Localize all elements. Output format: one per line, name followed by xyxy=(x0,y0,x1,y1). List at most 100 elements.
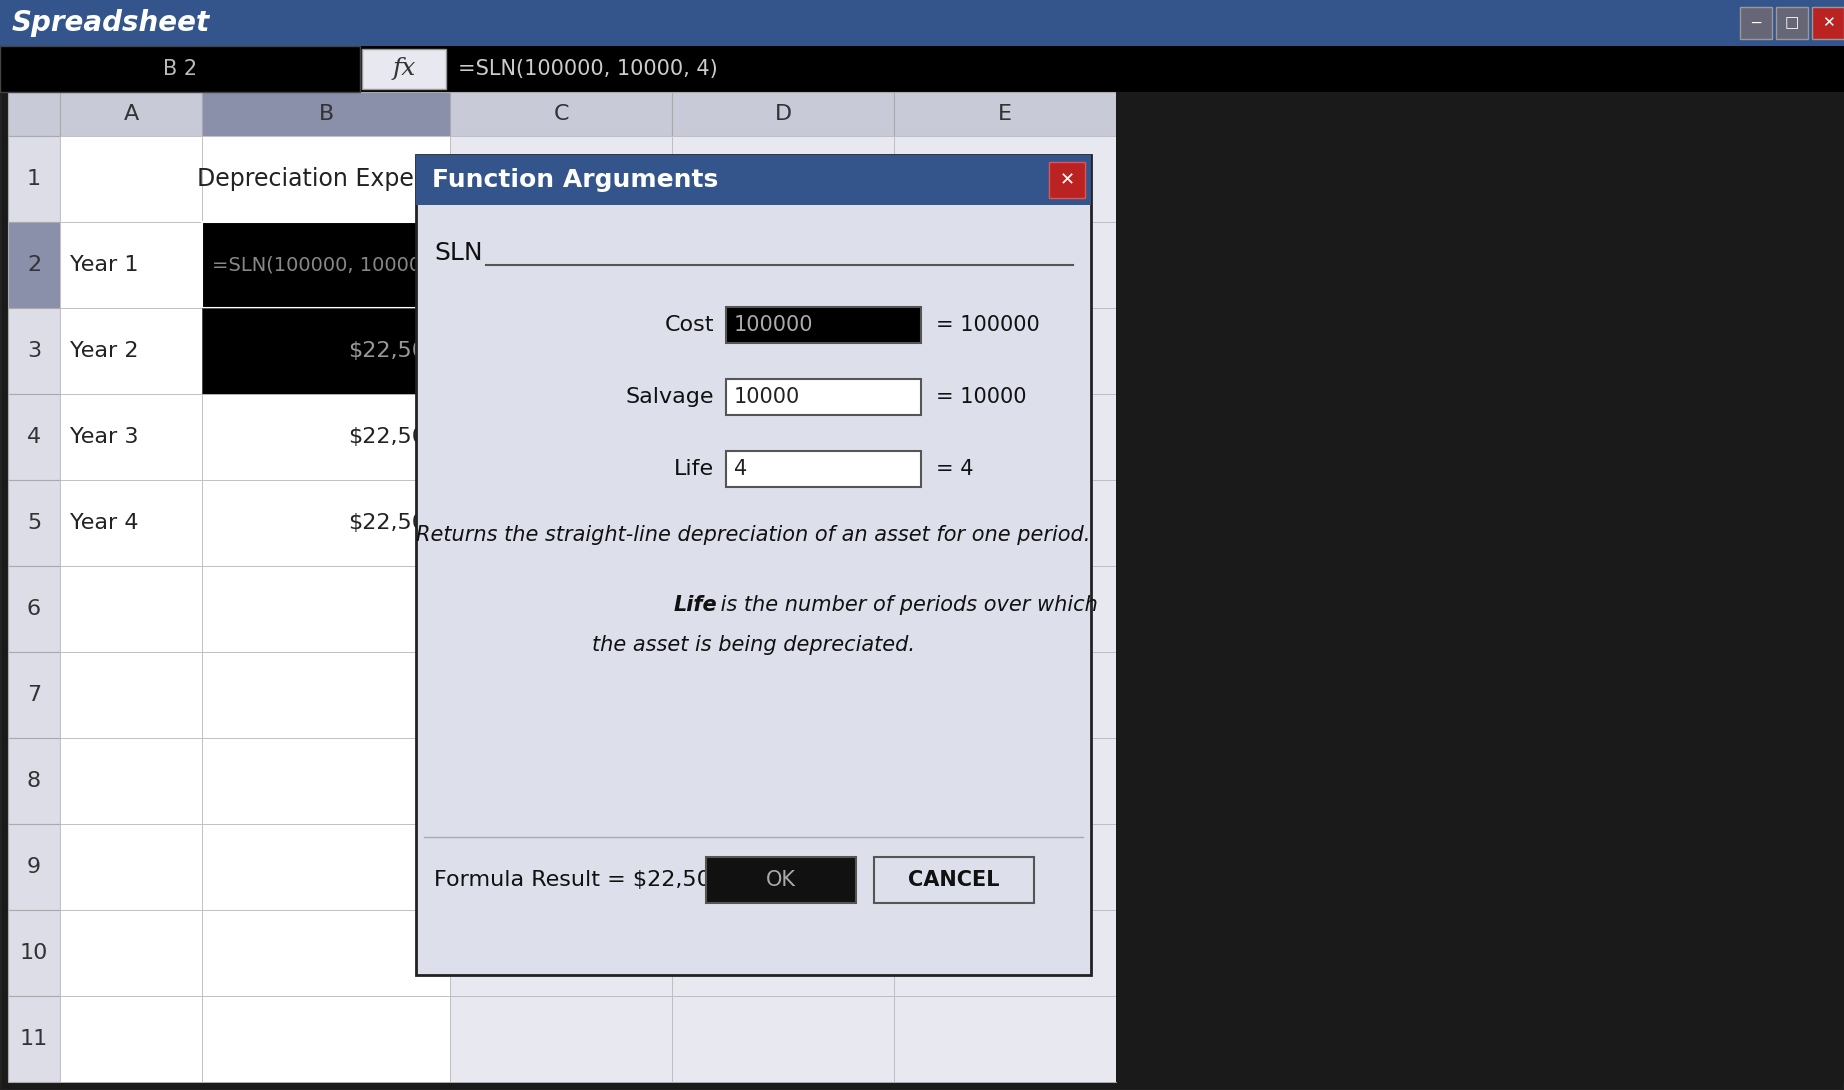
Bar xyxy=(203,652,450,738)
Text: Spreadsheet: Spreadsheet xyxy=(13,9,210,37)
Bar xyxy=(203,136,450,222)
Bar xyxy=(61,996,203,1082)
Bar xyxy=(61,222,203,308)
Bar xyxy=(61,136,203,222)
Text: Life: Life xyxy=(673,595,717,615)
Bar xyxy=(7,824,61,910)
Text: 5: 5 xyxy=(28,513,41,533)
Bar xyxy=(671,222,894,308)
Bar xyxy=(61,308,203,393)
Text: 10: 10 xyxy=(20,943,48,962)
Text: $22,500: $22,500 xyxy=(349,513,441,533)
Bar xyxy=(894,652,1116,738)
Bar xyxy=(450,308,671,393)
Bar xyxy=(7,738,61,824)
Text: Year 4: Year 4 xyxy=(70,513,138,533)
Bar xyxy=(671,910,894,996)
Bar xyxy=(894,92,1116,136)
Bar xyxy=(894,996,1116,1082)
Bar xyxy=(203,92,450,136)
Bar xyxy=(61,738,203,824)
Bar xyxy=(706,857,856,903)
Text: CANCEL: CANCEL xyxy=(909,870,999,891)
Bar xyxy=(7,136,61,222)
Text: Salvage: Salvage xyxy=(625,387,714,407)
Bar xyxy=(450,910,671,996)
Text: 10000: 10000 xyxy=(734,387,800,407)
Bar xyxy=(450,652,671,738)
Bar xyxy=(7,222,61,308)
Bar xyxy=(61,824,203,910)
Bar xyxy=(671,996,894,1082)
Bar xyxy=(894,566,1116,652)
Bar xyxy=(671,652,894,738)
Bar xyxy=(671,92,894,136)
Bar xyxy=(203,566,450,652)
Bar xyxy=(671,824,894,910)
Bar xyxy=(671,308,894,393)
Bar xyxy=(894,480,1116,566)
Bar xyxy=(361,49,446,89)
Text: Depreciation Expense: Depreciation Expense xyxy=(197,167,455,191)
Bar xyxy=(1813,7,1844,39)
Text: ✕: ✕ xyxy=(1822,15,1835,31)
Text: 1: 1 xyxy=(28,169,41,189)
Bar xyxy=(0,46,360,92)
Bar xyxy=(671,480,894,566)
Bar xyxy=(671,566,894,652)
Text: 2: 2 xyxy=(28,255,41,275)
Text: $22,500: $22,500 xyxy=(349,341,441,361)
Bar xyxy=(7,480,61,566)
Text: = 10000: = 10000 xyxy=(937,387,1027,407)
Bar xyxy=(894,136,1116,222)
Text: fx: fx xyxy=(393,58,415,81)
Bar xyxy=(61,910,203,996)
Bar xyxy=(1049,162,1084,198)
Bar xyxy=(7,92,61,136)
Text: the asset is being depreciated.: the asset is being depreciated. xyxy=(592,635,915,655)
Text: =SLN(100000, 10000, 4): =SLN(100000, 10000, 4) xyxy=(457,59,717,78)
Bar xyxy=(450,738,671,824)
Bar xyxy=(1741,7,1772,39)
Text: ✕: ✕ xyxy=(1060,171,1075,189)
Bar xyxy=(727,307,920,343)
Text: Formula Result = $22,500: Formula Result = $22,500 xyxy=(433,870,725,891)
Text: is the number of periods over which: is the number of periods over which xyxy=(714,595,1097,615)
Text: Returns the straight-line depreciation of an asset for one period.: Returns the straight-line depreciation o… xyxy=(417,525,1090,545)
Text: B: B xyxy=(319,104,334,124)
Text: Year 3: Year 3 xyxy=(70,427,138,447)
Text: = 4: = 4 xyxy=(937,459,974,479)
Bar xyxy=(450,136,671,222)
Bar xyxy=(7,652,61,738)
Bar xyxy=(61,566,203,652)
Text: A: A xyxy=(124,104,138,124)
Bar xyxy=(727,451,920,487)
Bar xyxy=(894,308,1116,393)
Bar xyxy=(61,652,203,738)
Bar xyxy=(203,393,450,480)
Text: E: E xyxy=(998,104,1012,124)
Bar xyxy=(1776,7,1807,39)
Bar xyxy=(671,393,894,480)
Bar xyxy=(417,155,1092,974)
Bar xyxy=(61,393,203,480)
Bar xyxy=(450,824,671,910)
Bar xyxy=(203,222,450,308)
Bar xyxy=(894,824,1116,910)
Text: 3: 3 xyxy=(28,341,41,361)
Bar xyxy=(450,996,671,1082)
Text: 4: 4 xyxy=(28,427,41,447)
Text: Function Arguments: Function Arguments xyxy=(431,168,719,192)
Text: SLN: SLN xyxy=(433,241,483,265)
Bar xyxy=(7,910,61,996)
Text: Year 1: Year 1 xyxy=(70,255,138,275)
Bar xyxy=(203,480,450,566)
Bar xyxy=(874,857,1034,903)
Bar xyxy=(7,308,61,393)
Bar xyxy=(671,136,894,222)
Bar xyxy=(203,824,450,910)
Bar xyxy=(727,379,920,415)
Bar xyxy=(450,393,671,480)
Bar xyxy=(671,738,894,824)
Text: $22,500: $22,500 xyxy=(349,427,441,447)
